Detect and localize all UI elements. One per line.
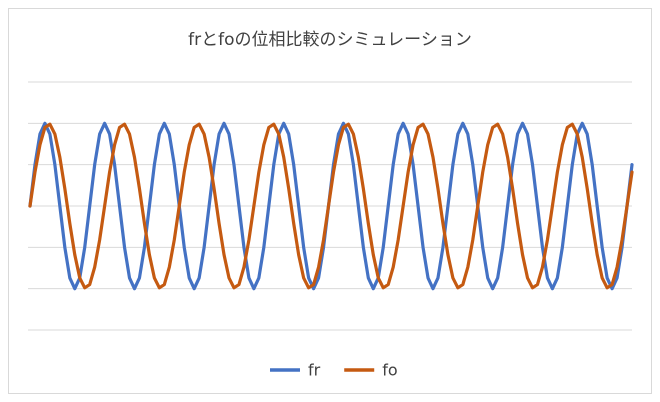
chart-title: frとfoの位相比較のシミュレーション bbox=[188, 30, 472, 50]
legend-label: fr bbox=[308, 361, 321, 380]
legend-label: fo bbox=[382, 361, 397, 380]
series-line bbox=[28, 122, 634, 290]
